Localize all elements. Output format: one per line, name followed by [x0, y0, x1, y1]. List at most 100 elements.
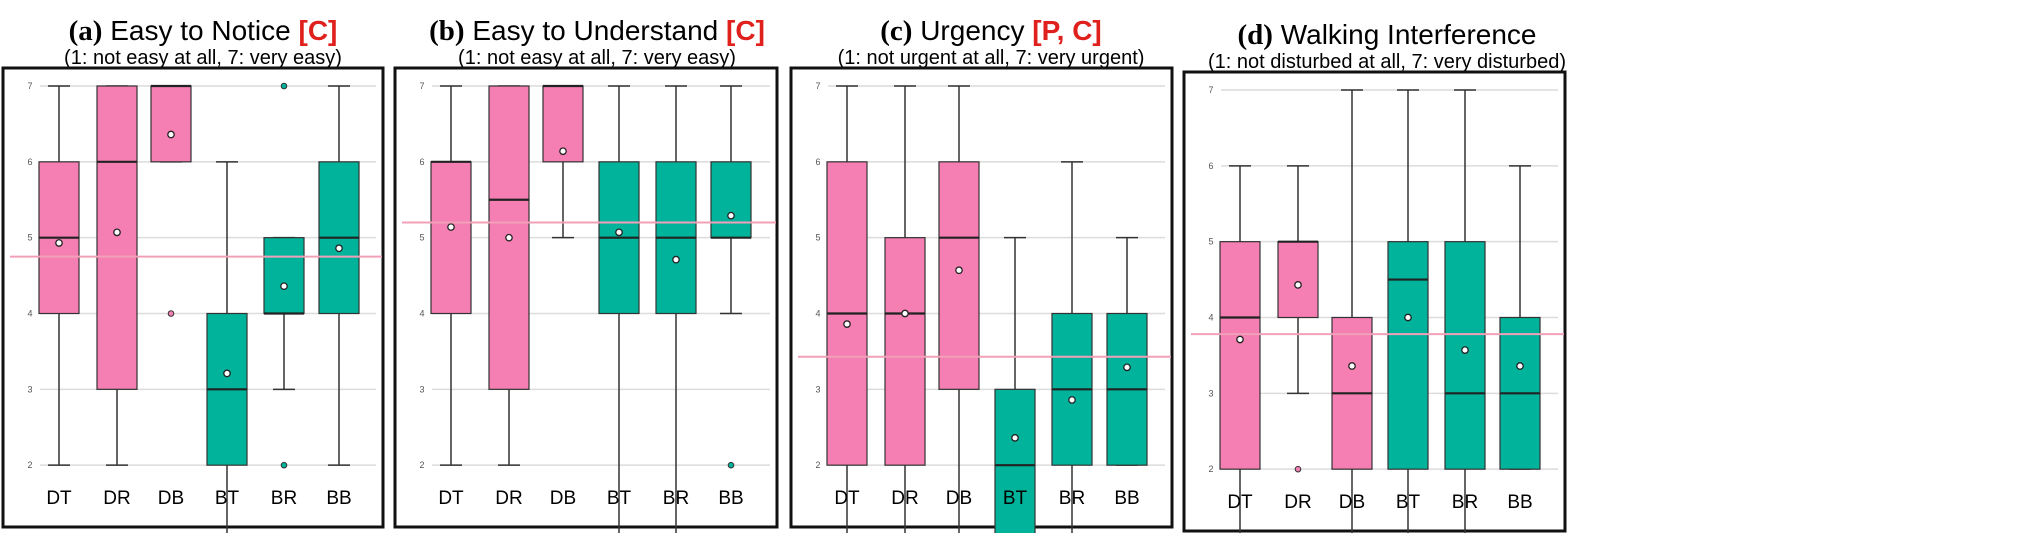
x-tick-label: BT [215, 488, 240, 509]
x-tick-label: BT [1396, 492, 1421, 513]
box-BT [598, 85, 640, 533]
mean-marker [1404, 313, 1412, 322]
x-tick-label: DB [1339, 492, 1365, 513]
panel-letter: (d) [1238, 19, 1273, 51]
box-DB [938, 85, 980, 533]
x-tick-label: DB [946, 488, 972, 509]
chart-panel-b: (b) Easy to Understand [C](1: not easy a… [393, 15, 779, 533]
outlier-point [727, 461, 735, 469]
y-tick-label: 7 [27, 81, 32, 91]
y-tick-label: 6 [27, 157, 32, 167]
box-DR [1277, 165, 1319, 473]
panel-letter: (c) [880, 15, 912, 47]
y-tick-label: 2 [1208, 464, 1213, 474]
x-tick-label: BB [718, 488, 743, 509]
box-BR [655, 85, 697, 533]
chart-panel-c: (c) Urgency [P, C](1: not urgent at all,… [789, 15, 1174, 533]
outlier-point [167, 310, 175, 317]
box-iqr [1444, 241, 1486, 470]
mean-marker [1294, 281, 1302, 289]
box-DT [430, 85, 472, 466]
x-tick-label: DR [495, 488, 522, 509]
mean-marker [447, 223, 455, 231]
mean-marker [1461, 346, 1469, 354]
chart-panel-a: (a) Easy to Notice [C](1: not easy at al… [1, 15, 385, 533]
y-tick-label: 2 [419, 460, 424, 470]
y-tick-label: 4 [419, 309, 424, 319]
x-tick-label: BT [1003, 488, 1028, 509]
mean-marker [167, 130, 175, 139]
box-DT [38, 85, 80, 466]
mean-marker [1236, 335, 1244, 344]
x-tick-label: BT [607, 488, 632, 509]
outlier-point [280, 461, 288, 469]
y-tick-label: 5 [1208, 237, 1213, 247]
x-tick-label: BR [1059, 488, 1085, 509]
mean-marker [955, 266, 963, 275]
x-tick-label: DR [1284, 492, 1311, 513]
outlier-point [1294, 465, 1302, 473]
mean-marker [1123, 363, 1131, 372]
mean-marker [335, 244, 343, 253]
panel-tag: [C] [718, 15, 765, 46]
box-iqr [1219, 241, 1261, 470]
y-tick-label: 6 [815, 157, 820, 167]
mean-marker [843, 320, 851, 328]
box-iqr [96, 85, 138, 390]
y-tick-label: 3 [1208, 388, 1213, 398]
box-DR [488, 85, 530, 466]
mean-marker [727, 211, 735, 220]
box-DB [542, 84, 584, 239]
x-tick-label: DT [1227, 492, 1253, 513]
box-BR [1051, 161, 1093, 533]
x-tick-label: DR [891, 488, 918, 509]
panel-tag: [C] [291, 15, 338, 46]
x-tick-label: BB [1507, 492, 1532, 513]
mean-marker [1516, 362, 1524, 370]
x-tick-label: BR [1452, 492, 1478, 513]
y-tick-label: 6 [1208, 161, 1213, 171]
x-tick-label: BR [663, 488, 689, 509]
box-DT [1219, 165, 1261, 533]
y-tick-label: 5 [815, 233, 820, 243]
box-DT [826, 85, 868, 533]
x-tick-label: DR [103, 488, 130, 509]
box-iqr [430, 161, 472, 315]
box-BB [710, 85, 752, 469]
y-tick-label: 2 [27, 460, 32, 470]
box-DB [150, 84, 192, 317]
mean-marker [1348, 362, 1356, 370]
panel-title-text: Walking Interference [1273, 19, 1537, 50]
box-iqr [263, 237, 305, 315]
chart-title: (b) Easy to Understand [C] [429, 15, 765, 47]
x-tick-label: DT [438, 488, 464, 509]
chart-subtitle: (1: not easy at all, 7: very easy) [64, 47, 342, 69]
panel-letter: (a) [69, 15, 103, 47]
y-tick-label: 4 [1208, 313, 1213, 323]
y-tick-label: 2 [815, 460, 820, 470]
x-tick-label: DB [550, 488, 576, 509]
box-DB [1331, 89, 1373, 533]
chart-title: (a) Easy to Notice [C] [69, 15, 338, 47]
x-tick-label: BB [1114, 488, 1139, 509]
box-BB [1499, 165, 1541, 470]
mean-marker [505, 233, 513, 242]
y-tick-label: 3 [27, 384, 32, 394]
box-iqr [994, 388, 1036, 533]
box-DR [884, 85, 926, 533]
x-tick-label: DT [834, 488, 860, 509]
y-tick-label: 3 [419, 384, 424, 394]
box-BB [318, 85, 360, 466]
chart-title: (d) Walking Interference [1238, 19, 1537, 51]
y-tick-label: 3 [815, 384, 820, 394]
panel-title-text: Easy to Understand [465, 15, 719, 46]
chart-subtitle: (1: not easy at all, 7: very easy) [458, 47, 736, 69]
panel-tag: [P, C] [1024, 15, 1101, 46]
box-iqr [1387, 241, 1429, 470]
y-tick-label: 6 [419, 157, 424, 167]
chart-panel-d: (d) Walking Interference(1: not disturbe… [1182, 19, 1567, 533]
mean-marker [901, 309, 909, 318]
y-tick-label: 5 [27, 233, 32, 243]
panel-title-text: Urgency [912, 15, 1024, 46]
box-iqr [938, 161, 980, 390]
